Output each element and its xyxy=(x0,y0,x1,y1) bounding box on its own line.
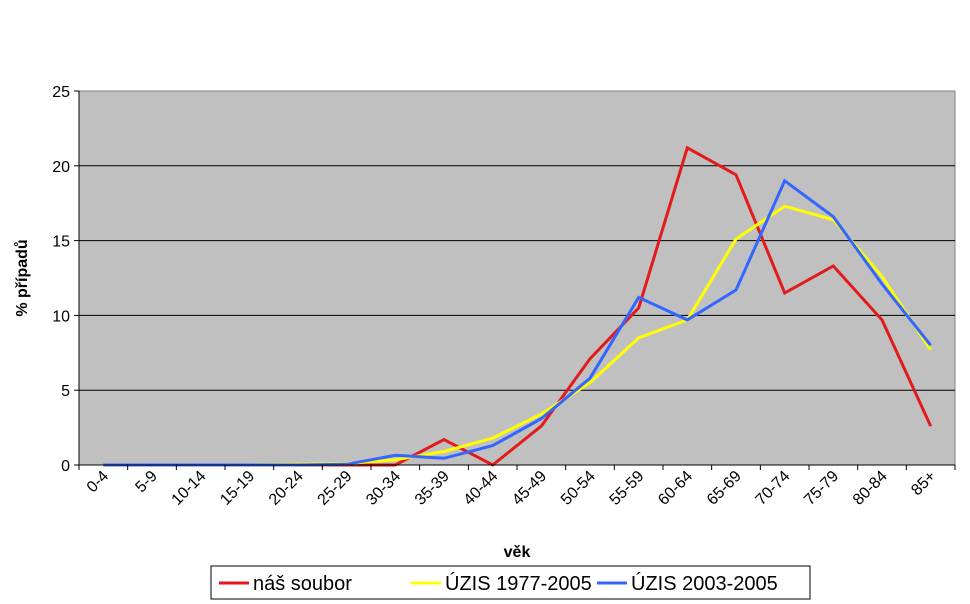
legend-label-1: náš soubor xyxy=(253,573,352,595)
x-tick-label: 15-19 xyxy=(217,468,258,509)
x-tick-label: 80-84 xyxy=(850,468,891,509)
x-tick-label: 60-64 xyxy=(655,468,696,509)
y-axis-title: % případů xyxy=(14,239,31,316)
x-tick-label: 45-49 xyxy=(509,468,550,509)
x-tick-label: 65-69 xyxy=(704,468,745,509)
y-tick-label: 15 xyxy=(52,234,70,251)
gridlines xyxy=(79,165,955,391)
x-tick-label: 75-79 xyxy=(801,468,842,509)
x-tick-label: 50-54 xyxy=(558,468,599,509)
y-tick-label: 0 xyxy=(61,458,70,475)
x-tick-labels: 0-4 5-9 10-14 15-19 20-24 25-29 30-34 35-39 40-4… xyxy=(84,468,940,509)
x-tick-label: 0-4 xyxy=(84,468,112,496)
x-tick-label: 30-34 xyxy=(363,468,404,509)
legend-box xyxy=(210,565,811,600)
x-tick-label: 55-59 xyxy=(607,468,648,509)
x-tick-label: 35-39 xyxy=(412,468,453,509)
y-tick-labels: 0 5 10 15 20 25 xyxy=(52,84,70,475)
x-tick-label: 85+ xyxy=(908,468,939,499)
y-tick-label: 5 xyxy=(61,383,70,400)
x-tick-label: 70-74 xyxy=(753,468,794,509)
legend-label-3: ÚZIS 2003-2005 xyxy=(631,572,778,595)
y-tick-label: 25 xyxy=(52,84,70,101)
y-tick-label: 20 xyxy=(52,159,70,176)
plot-area xyxy=(78,90,956,466)
x-tick-label: 25-29 xyxy=(315,468,356,509)
x-tick-label: 20-24 xyxy=(266,468,307,509)
x-tick-label: 5-9 xyxy=(132,468,160,496)
axes xyxy=(74,90,956,470)
x-tick-label: 10-14 xyxy=(169,468,210,509)
x-axis-title: věk xyxy=(504,544,531,561)
legend: náš soubor ÚZIS 1977-2005 ÚZIS 2003-2005 xyxy=(210,565,811,600)
y-tick-label: 10 xyxy=(52,308,70,325)
x-tick-label: 40-44 xyxy=(461,468,502,509)
legend-label-2: ÚZIS 1977-2005 xyxy=(445,572,592,595)
